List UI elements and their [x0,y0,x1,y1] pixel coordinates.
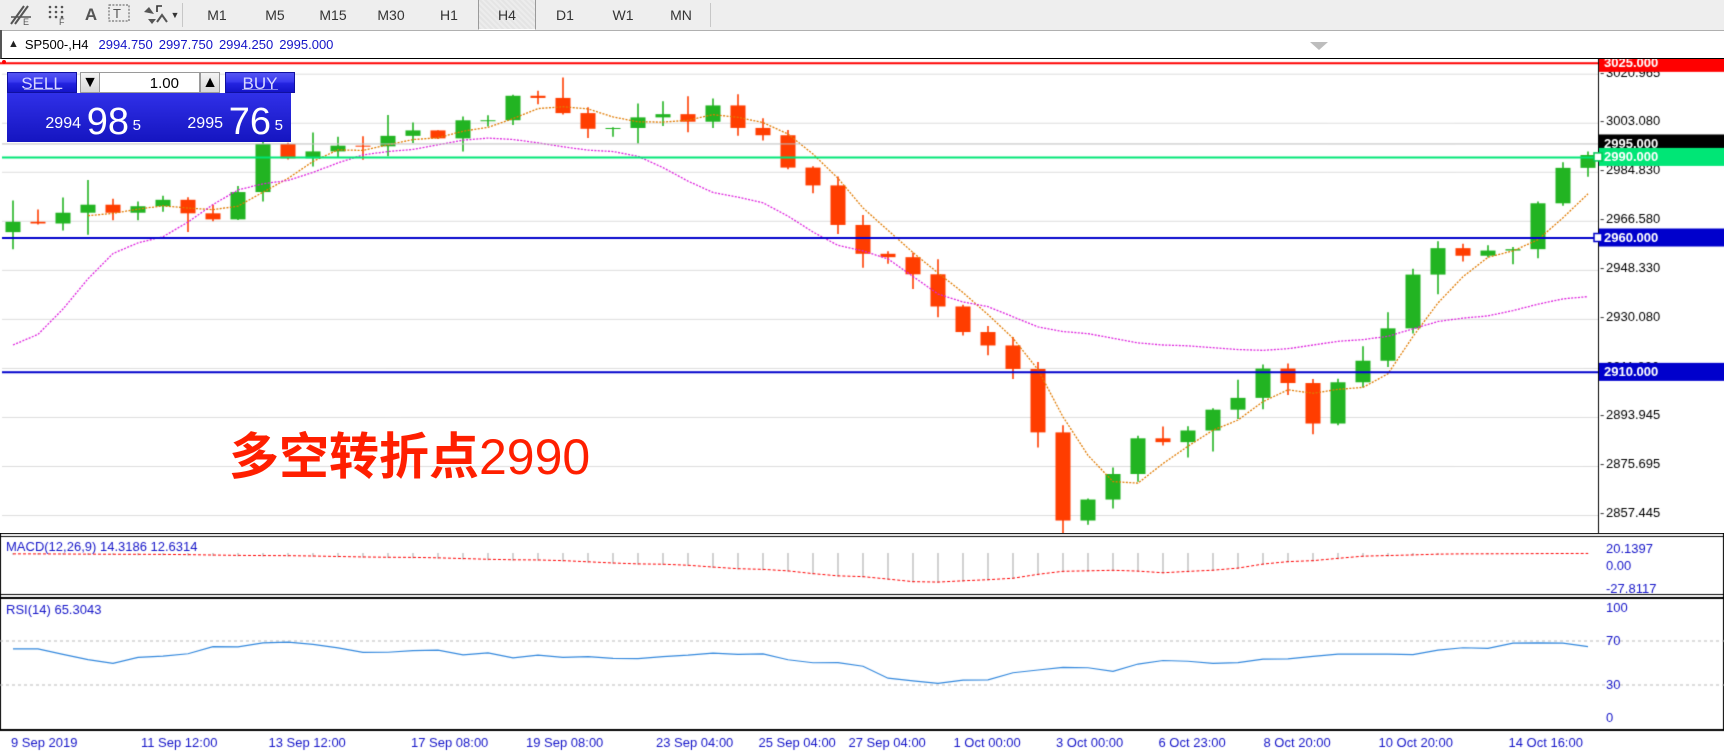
svg-text:T: T [113,6,121,21]
svg-text:E: E [23,17,29,26]
svg-text:F: F [59,17,65,26]
